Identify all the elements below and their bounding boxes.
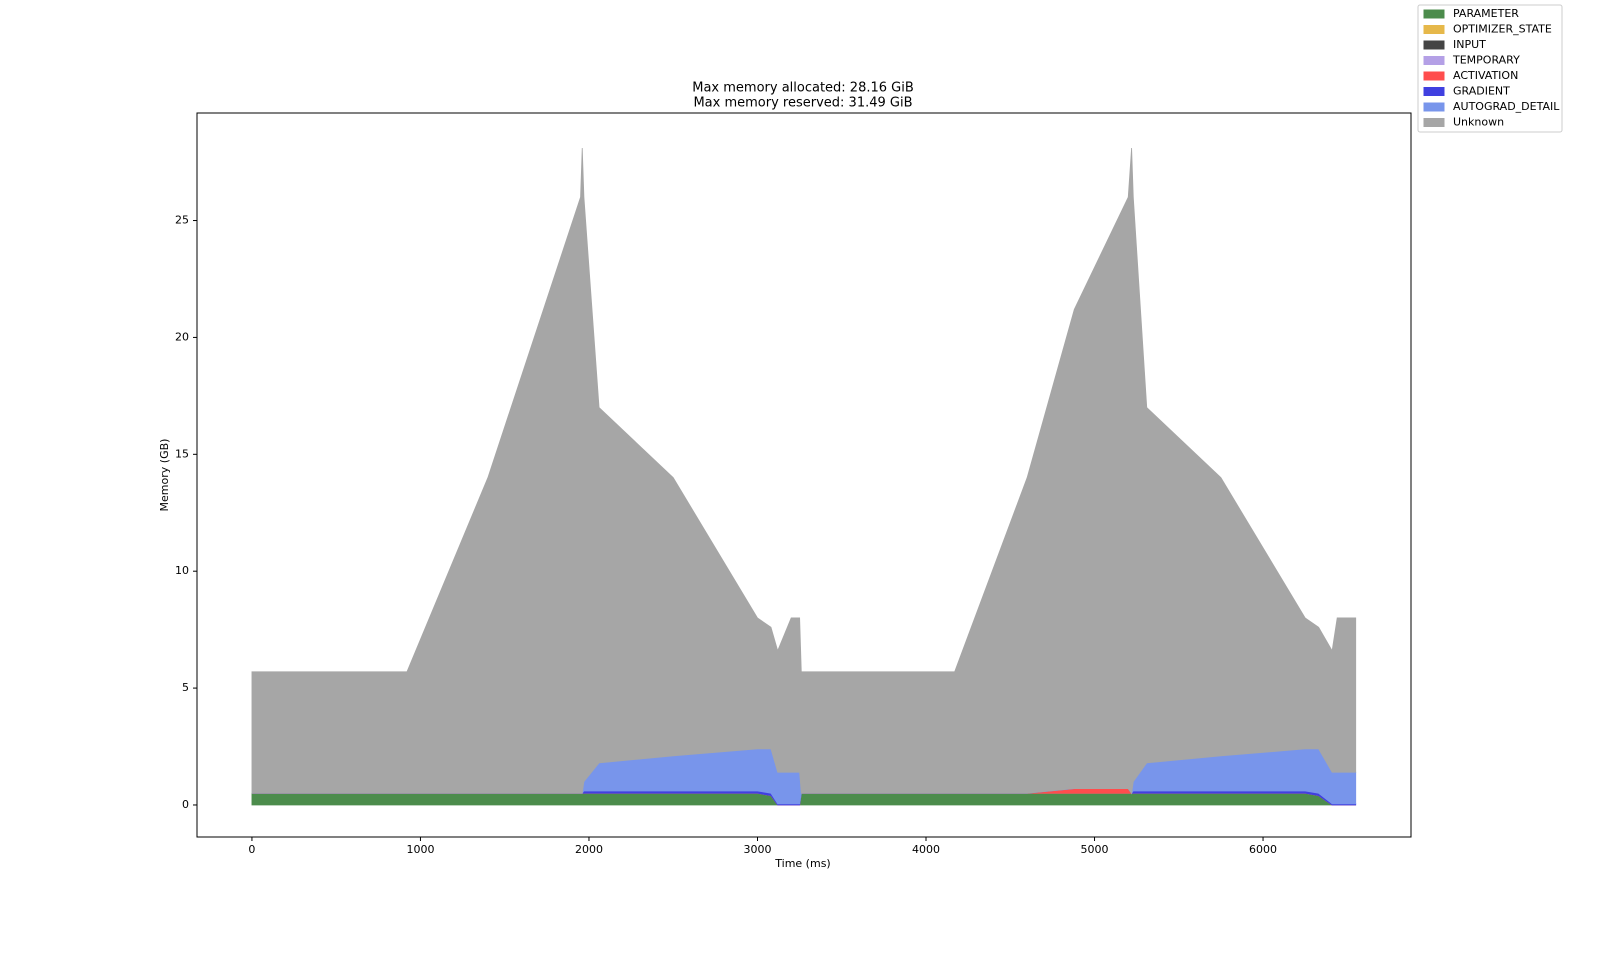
legend-label: TEMPORARY [1452, 54, 1520, 67]
y-tick-label: 0 [182, 798, 189, 811]
y-tick-label: 15 [175, 447, 189, 460]
y-tick-label: 25 [175, 214, 189, 227]
x-tick-label: 5000 [1081, 843, 1109, 856]
legend-label: ACTIVATION [1453, 69, 1518, 82]
legend-label: Unknown [1453, 116, 1504, 129]
y-tick-label: 5 [182, 681, 189, 694]
legend-swatch [1423, 118, 1445, 127]
chart-subtitle: Max memory reserved: 31.49 GiB [693, 96, 912, 111]
area [251, 148, 1357, 795]
y-tick-label: 20 [175, 330, 189, 343]
x-tick-label: 4000 [912, 843, 940, 856]
y-axis-label: Memory (GB) [158, 439, 171, 512]
x-axis-label: Time (ms) [774, 857, 830, 870]
legend-label: OPTIMIZER_STATE [1453, 23, 1552, 36]
area [251, 792, 1356, 806]
legend-label: INPUT [1453, 38, 1486, 51]
plot-frame [196, 112, 1412, 838]
chart-title: Max memory allocated: 28.16 GiB [692, 81, 914, 96]
y-tick-label: 10 [175, 564, 189, 577]
x-tick-label: 6000 [1249, 843, 1277, 856]
legend-label: PARAMETER [1453, 7, 1519, 20]
x-tick-label: 2000 [575, 843, 603, 856]
legend-label: GRADIENT [1453, 85, 1510, 98]
legend-swatch [1423, 25, 1445, 34]
x-tick-label: 3000 [743, 843, 771, 856]
legend-label: AUTOGRAD_DETAIL [1453, 100, 1560, 113]
x-tick-label: 0 [248, 843, 255, 856]
legend-swatch [1423, 40, 1445, 50]
legend-swatch [1423, 87, 1445, 96]
legend-swatch [1423, 71, 1445, 81]
legend-swatch [1423, 102, 1445, 112]
legend-swatch [1423, 56, 1445, 65]
x-tick-label: 1000 [406, 843, 434, 856]
legend-box [1417, 4, 1563, 133]
legend-swatch [1423, 9, 1445, 19]
